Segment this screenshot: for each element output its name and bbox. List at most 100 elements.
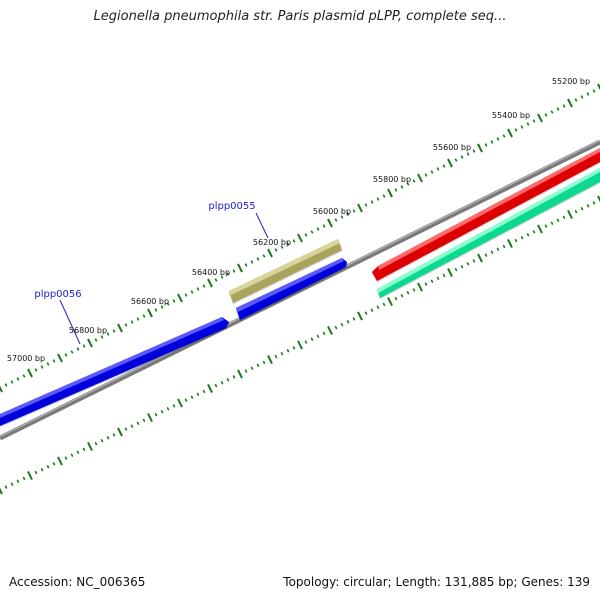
inner-ruler-minor-tick (244, 369, 248, 373)
inner-ruler-minor-tick (64, 456, 68, 460)
inner-ruler-minor-tick (286, 349, 290, 353)
outer-ruler-minor-tick (226, 272, 230, 276)
outer-ruler-minor-tick (556, 107, 560, 111)
map-title: Legionella pneumophila str. Paris plasmi… (93, 9, 507, 24)
inner-ruler-minor-tick (154, 412, 158, 417)
inner-ruler-major-tick (327, 325, 333, 336)
outer-ruler-minor-tick (562, 104, 566, 108)
inner-ruler-minor-tick (262, 360, 266, 365)
outer-ruler-minor-tick (514, 128, 518, 132)
outer-ruler-minor-tick (106, 332, 110, 336)
outer-ruler-minor-tick (334, 218, 338, 222)
outer-ruler-major-tick (57, 353, 63, 363)
outer-ruler-minor-tick (442, 164, 446, 168)
outer-ruler-minor-tick (142, 314, 146, 318)
inner-ruler-major-tick (177, 398, 183, 408)
outer-ruler-minor-tick (520, 125, 524, 129)
ruler-label-56200: 56200 bp (253, 238, 291, 247)
inner-ruler-minor-tick (502, 244, 506, 249)
outer-ruler-major-tick (267, 248, 273, 258)
inner-ruler-minor-tick (46, 465, 50, 469)
inner-ruler-minor-tick (16, 479, 20, 484)
inner-ruler-minor-tick (574, 209, 578, 214)
inner-ruler-minor-tick (4, 485, 8, 489)
outer-ruler-major-tick (297, 233, 303, 243)
outer-ruler-minor-tick (376, 197, 380, 201)
inner-ruler-minor-tick (484, 253, 488, 257)
outer-ruler-minor-tick (10, 380, 14, 384)
inner-ruler-minor-tick (472, 259, 476, 263)
inner-ruler-major-tick (207, 383, 213, 394)
inner-ruler-major-tick (537, 224, 543, 234)
inner-ruler-minor-tick (274, 354, 278, 359)
inner-ruler-major-tick (27, 470, 33, 481)
inner-ruler-minor-tick (94, 441, 98, 446)
outer-ruler-minor-tick (154, 308, 158, 312)
outer-ruler-major-tick (567, 98, 573, 108)
inner-ruler-minor-tick (424, 282, 428, 286)
inner-ruler-minor-tick (352, 317, 356, 321)
outer-ruler-minor-tick (100, 335, 104, 339)
inner-ruler-minor-tick (532, 230, 536, 234)
outer-ruler-minor-tick (454, 158, 458, 162)
inner-ruler-minor-tick (292, 346, 296, 350)
inner-ruler-minor-tick (394, 296, 398, 301)
inner-ruler-minor-tick (76, 450, 80, 455)
inner-ruler-minor-tick (40, 467, 44, 472)
gene-reverse-red[interactable] (372, 148, 600, 281)
outer-ruler-minor-tick (526, 122, 530, 126)
inner-ruler-major-tick (447, 267, 453, 278)
outer-ruler-minor-tick (502, 134, 506, 138)
ruler-label-55600: 55600 bp (433, 143, 471, 152)
gene-label-plpp0055[interactable]: plpp0055 (208, 201, 255, 212)
inner-ruler-minor-tick (166, 407, 170, 411)
inner-ruler-minor-tick (220, 380, 224, 385)
inner-ruler-minor-tick (202, 389, 206, 394)
gene-plpp0056[interactable] (0, 317, 229, 426)
outer-ruler-minor-tick (424, 173, 428, 177)
outer-ruler-minor-tick (232, 269, 236, 273)
outer-ruler-minor-tick (250, 260, 254, 264)
inner-ruler-minor-tick (412, 288, 416, 292)
inner-ruler-minor-tick (310, 337, 314, 341)
outer-ruler-major-tick (507, 128, 513, 138)
outer-ruler-minor-tick (214, 278, 218, 282)
outer-ruler-minor-tick (112, 329, 116, 333)
inner-ruler-minor-tick (52, 462, 56, 466)
outer-ruler-minor-tick (580, 95, 584, 99)
gene-label-plpp0056[interactable]: plpp0056 (34, 289, 81, 300)
outer-ruler-minor-tick (4, 383, 8, 387)
inner-ruler-minor-tick (316, 334, 320, 339)
outer-ruler-minor-tick (202, 284, 206, 288)
inner-tick-ruler (0, 195, 600, 495)
outer-ruler-major-tick (357, 203, 363, 213)
inner-ruler-minor-tick (592, 201, 596, 205)
inner-ruler-major-tick (117, 427, 123, 437)
outer-ruler-major-tick (387, 188, 393, 198)
outer-ruler-minor-tick (340, 215, 344, 219)
outer-ruler-minor-tick (52, 359, 56, 363)
inner-ruler-minor-tick (340, 322, 344, 327)
inner-ruler-minor-tick (430, 279, 434, 283)
outer-ruler-minor-tick (496, 137, 500, 141)
outer-ruler-minor-tick (430, 170, 434, 174)
inner-ruler-minor-tick (520, 235, 524, 240)
outer-ruler-major-tick (417, 173, 423, 183)
outer-ruler-minor-tick (346, 212, 350, 216)
outer-ruler-minor-tick (436, 167, 440, 171)
ruler-label-56800: 56800 bp (69, 326, 107, 335)
inner-ruler-major-tick (477, 253, 483, 263)
inner-ruler-minor-tick (190, 395, 194, 399)
gene-plpp0055[interactable] (229, 239, 342, 303)
outer-ruler-major-tick (117, 323, 123, 333)
outer-ruler-minor-tick (34, 368, 38, 372)
inner-ruler-major-tick (237, 369, 243, 379)
gene-plpp0055-blue[interactable] (236, 258, 347, 320)
ruler-label-56400: 56400 bp (192, 268, 230, 277)
outer-ruler-minor-tick (586, 92, 590, 96)
outer-ruler-minor-tick (76, 347, 80, 351)
outer-ruler-minor-tick (592, 89, 596, 93)
gene-reverse-green[interactable] (377, 168, 600, 298)
outer-ruler-minor-tick (262, 254, 266, 258)
